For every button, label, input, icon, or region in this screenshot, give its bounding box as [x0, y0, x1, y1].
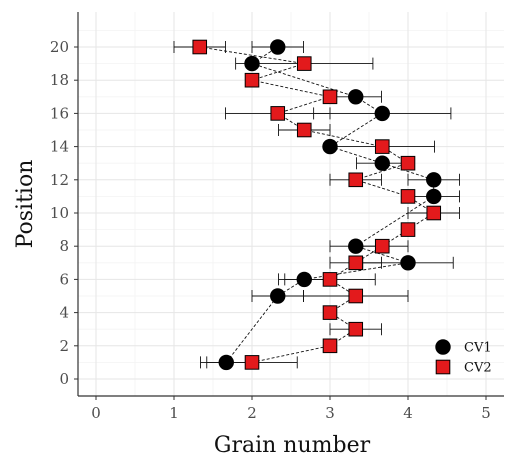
data-point-CV2 [296, 56, 312, 71]
data-point-CV2 [426, 205, 442, 221]
x-tick-label: 0 [91, 404, 101, 422]
y-axis-title: Position [13, 160, 38, 249]
data-point-CV1 [374, 155, 390, 171]
y-tick-label: 8 [59, 237, 69, 255]
data-point-CV2 [374, 139, 390, 154]
data-point-CV2 [400, 222, 416, 237]
data-point-CV2 [244, 72, 260, 88]
data-point-CV2 [322, 272, 338, 287]
data-point-CV1 [348, 89, 364, 105]
data-point-CV2 [348, 288, 364, 304]
x-tick-label: 4 [403, 404, 413, 422]
x-tick-label: 1 [169, 404, 179, 422]
x-axis-title: Grain number [214, 433, 371, 458]
y-tick-label: 14 [50, 138, 69, 156]
data-point-CV1 [244, 55, 260, 72]
legend-label-CV1: CV1 [464, 341, 492, 356]
data-point-CV1 [426, 188, 442, 205]
y-tick-label: 16 [50, 104, 69, 122]
data-point-CV1 [348, 238, 364, 254]
y-tick-label: 20 [50, 38, 69, 56]
x-tick-label: 3 [325, 404, 335, 422]
data-point-CV1 [374, 105, 390, 122]
y-tick-label: 10 [50, 204, 69, 222]
y-tick-label: 12 [50, 171, 69, 189]
data-point-CV2 [400, 189, 416, 204]
y-tick-label: 4 [59, 304, 69, 322]
data-point-CV1 [426, 172, 442, 188]
data-point-CV1 [270, 39, 286, 55]
legend-key-CV2 [435, 359, 451, 375]
data-point-CV2 [322, 89, 338, 105]
x-tick-label: 2 [247, 404, 257, 422]
y-tick-label: 18 [50, 71, 69, 89]
data-point-CV2 [348, 172, 364, 188]
data-point-CV2 [270, 106, 286, 121]
data-point-CV1 [218, 354, 234, 371]
x-tick-label: 5 [481, 404, 491, 422]
markers-layer [192, 39, 442, 371]
data-point-CV2 [348, 255, 364, 271]
data-point-CV1 [270, 288, 286, 304]
data-point-CV2 [322, 338, 338, 354]
data-point-CV1 [400, 255, 416, 271]
data-point-CV1 [296, 271, 312, 288]
data-point-CV1 [322, 138, 338, 155]
y-tick-label: 6 [59, 270, 69, 288]
legend-key-CV1 [435, 339, 451, 355]
data-point-CV2 [192, 39, 208, 55]
data-point-CV2 [348, 321, 364, 337]
data-point-CV2 [296, 122, 312, 138]
legend-label-CV2: CV2 [464, 361, 492, 376]
data-point-CV2 [322, 305, 338, 320]
data-point-CV2 [400, 155, 416, 171]
data-point-CV2 [374, 238, 390, 254]
data-point-CV2 [244, 355, 260, 370]
y-tick-label: 2 [59, 337, 69, 355]
y-tick-label: 0 [59, 370, 69, 388]
